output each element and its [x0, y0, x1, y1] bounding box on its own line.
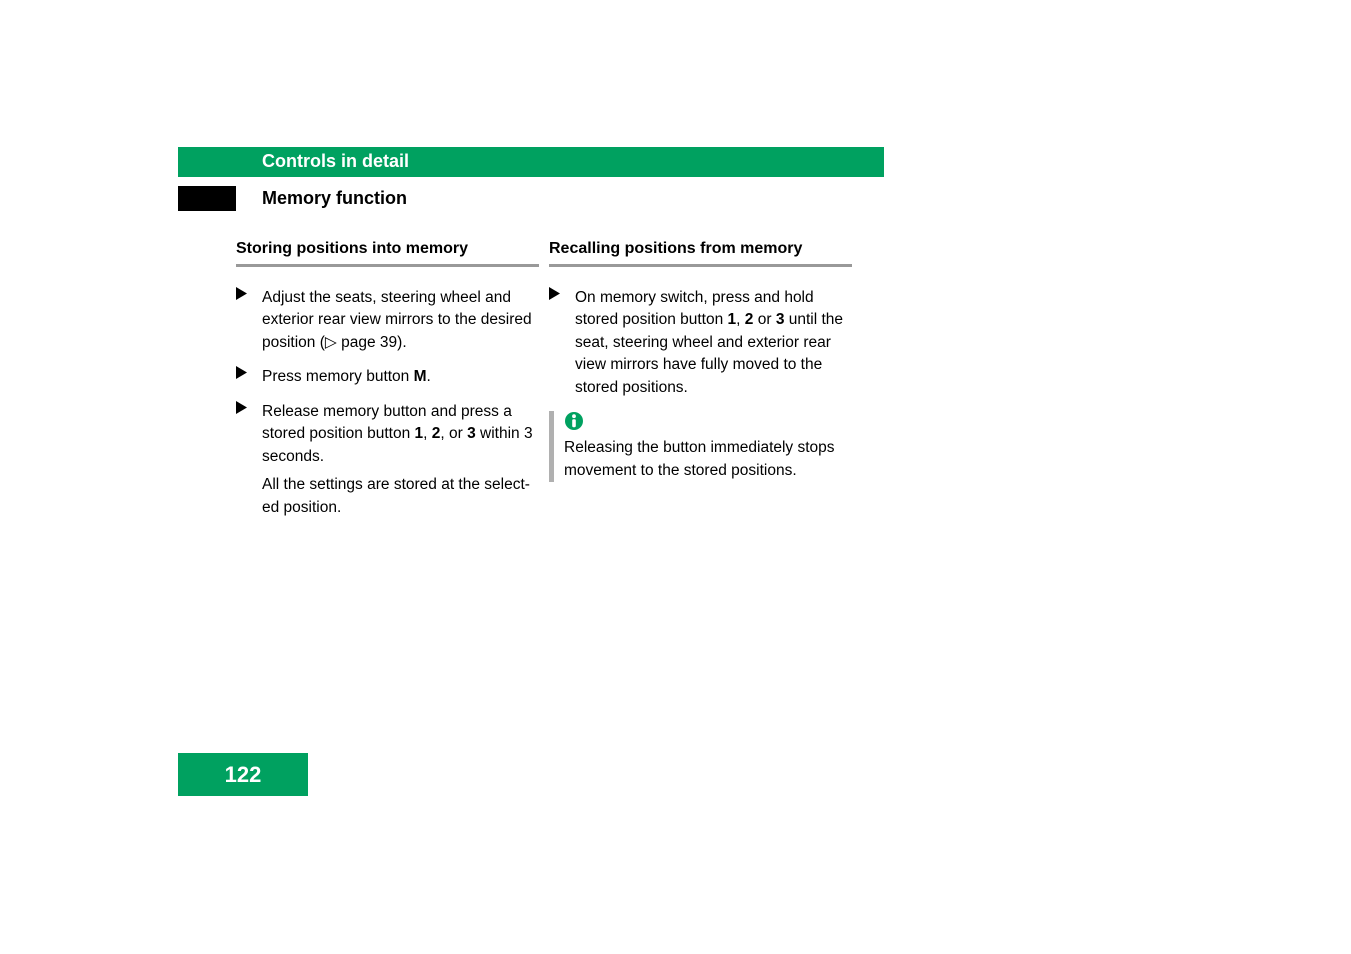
subheading-storing: Storing positions into memory [236, 240, 539, 258]
step-bullet-icon [236, 287, 262, 354]
xref-label: page 39 [337, 334, 397, 351]
step-bullet-icon [549, 287, 575, 399]
key-label: 1 [728, 311, 737, 328]
info-icon [564, 411, 584, 431]
key-label: 1 [415, 425, 424, 442]
info-content: Releasing the button immediately stops m… [564, 411, 852, 482]
step-continuation: All the settings are stored at the selec… [262, 474, 539, 519]
subheading-recalling: Recalling positions from memory [549, 240, 852, 258]
xref-glyph: ▷ [325, 334, 337, 351]
text: , or [440, 425, 467, 442]
info-text: Releasing the button immediately stops m… [564, 437, 852, 482]
key-label: M [414, 368, 427, 385]
text: ). [397, 334, 406, 351]
text: or [753, 311, 775, 328]
side-tab [178, 186, 236, 211]
heading-rule [236, 264, 539, 267]
procedure-step: Release memory button and press a stored… [236, 401, 539, 519]
section-title: Memory function [262, 188, 407, 209]
procedure-step: Adjust the seats, steering wheel and ext… [236, 287, 539, 354]
info-bar [549, 411, 554, 482]
procedure-step: Press memory button M. [236, 366, 539, 388]
heading-rule [549, 264, 852, 267]
step-text: Adjust the seats, steering wheel and ext… [262, 287, 539, 354]
column-left: Storing positions into memory Adjust the… [236, 240, 539, 531]
cross-reference[interactable]: ▷ page 39 [325, 334, 397, 351]
step-bullet-icon [236, 401, 262, 519]
step-text: Press memory button M. [262, 366, 539, 388]
text: , [423, 425, 432, 442]
key-label: 3 [467, 425, 476, 442]
step-text: On memory switch, press and hold stored … [575, 287, 852, 399]
text: Press memory button [262, 368, 414, 385]
info-note: Releasing the button immediately stops m… [549, 411, 852, 482]
step-bullet-icon [236, 366, 262, 388]
chapter-title: Controls in detail [262, 151, 409, 172]
step-text: Release memory button and press a stored… [262, 401, 539, 519]
text: . [427, 368, 431, 385]
page-number-box: 122 [178, 753, 308, 796]
page-number: 122 [225, 762, 262, 788]
procedure-step: On memory switch, press and hold stored … [549, 287, 852, 399]
text: , [736, 311, 745, 328]
column-right: Recalling positions from memory On memor… [549, 240, 852, 482]
